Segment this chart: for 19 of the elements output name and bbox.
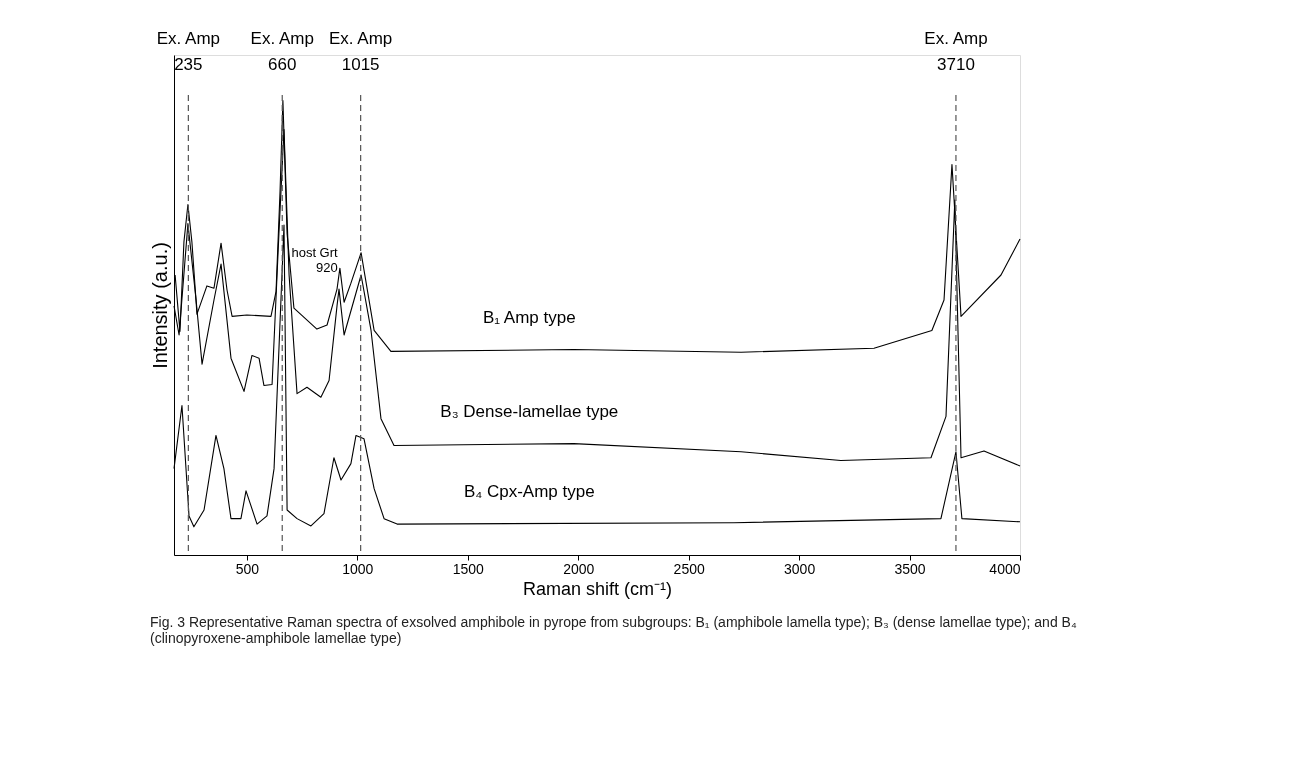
x-tick-label: 2500 xyxy=(673,560,705,577)
x-tick-label: 1500 xyxy=(452,560,485,577)
x-tick-label: 3500 xyxy=(894,560,926,577)
x-tick-label: 1000 xyxy=(342,560,374,577)
series-label: B₁ Amp type xyxy=(482,308,576,328)
ref-line-label: Ex. Amp 660 xyxy=(250,29,314,74)
x-axis-title: Raman shift (cm⁻¹) xyxy=(522,578,673,599)
ref-line-label: Ex. Amp 3710 xyxy=(924,29,988,74)
x-tick-label: 4000 xyxy=(989,560,1021,577)
x-tick-label: 500 xyxy=(235,560,260,577)
ref-line-label: Ex. Amp 235 xyxy=(156,29,221,74)
ref-line-label: Ex. Amp 1015 xyxy=(328,29,393,74)
caption: Fig. 3 Representative Raman spectra of exsolved amphibole in pyrope from subgroups: B₁ (amphibole lamella type); B₃ (dense lamellae type); and B₄ (clinopyroxene-amphibole lamellae type) xyxy=(150,614,1077,646)
annotation: host Grt 920 xyxy=(291,245,339,276)
series-label: B₄ Cpx-Amp type xyxy=(463,481,595,501)
x-tick-label: 2000 xyxy=(563,560,595,577)
x-tick-label: 3000 xyxy=(784,560,816,577)
series-label: B₃ Dense-lamellae type xyxy=(440,402,619,422)
y-axis-title: Intensity (a.u.) xyxy=(148,242,171,369)
